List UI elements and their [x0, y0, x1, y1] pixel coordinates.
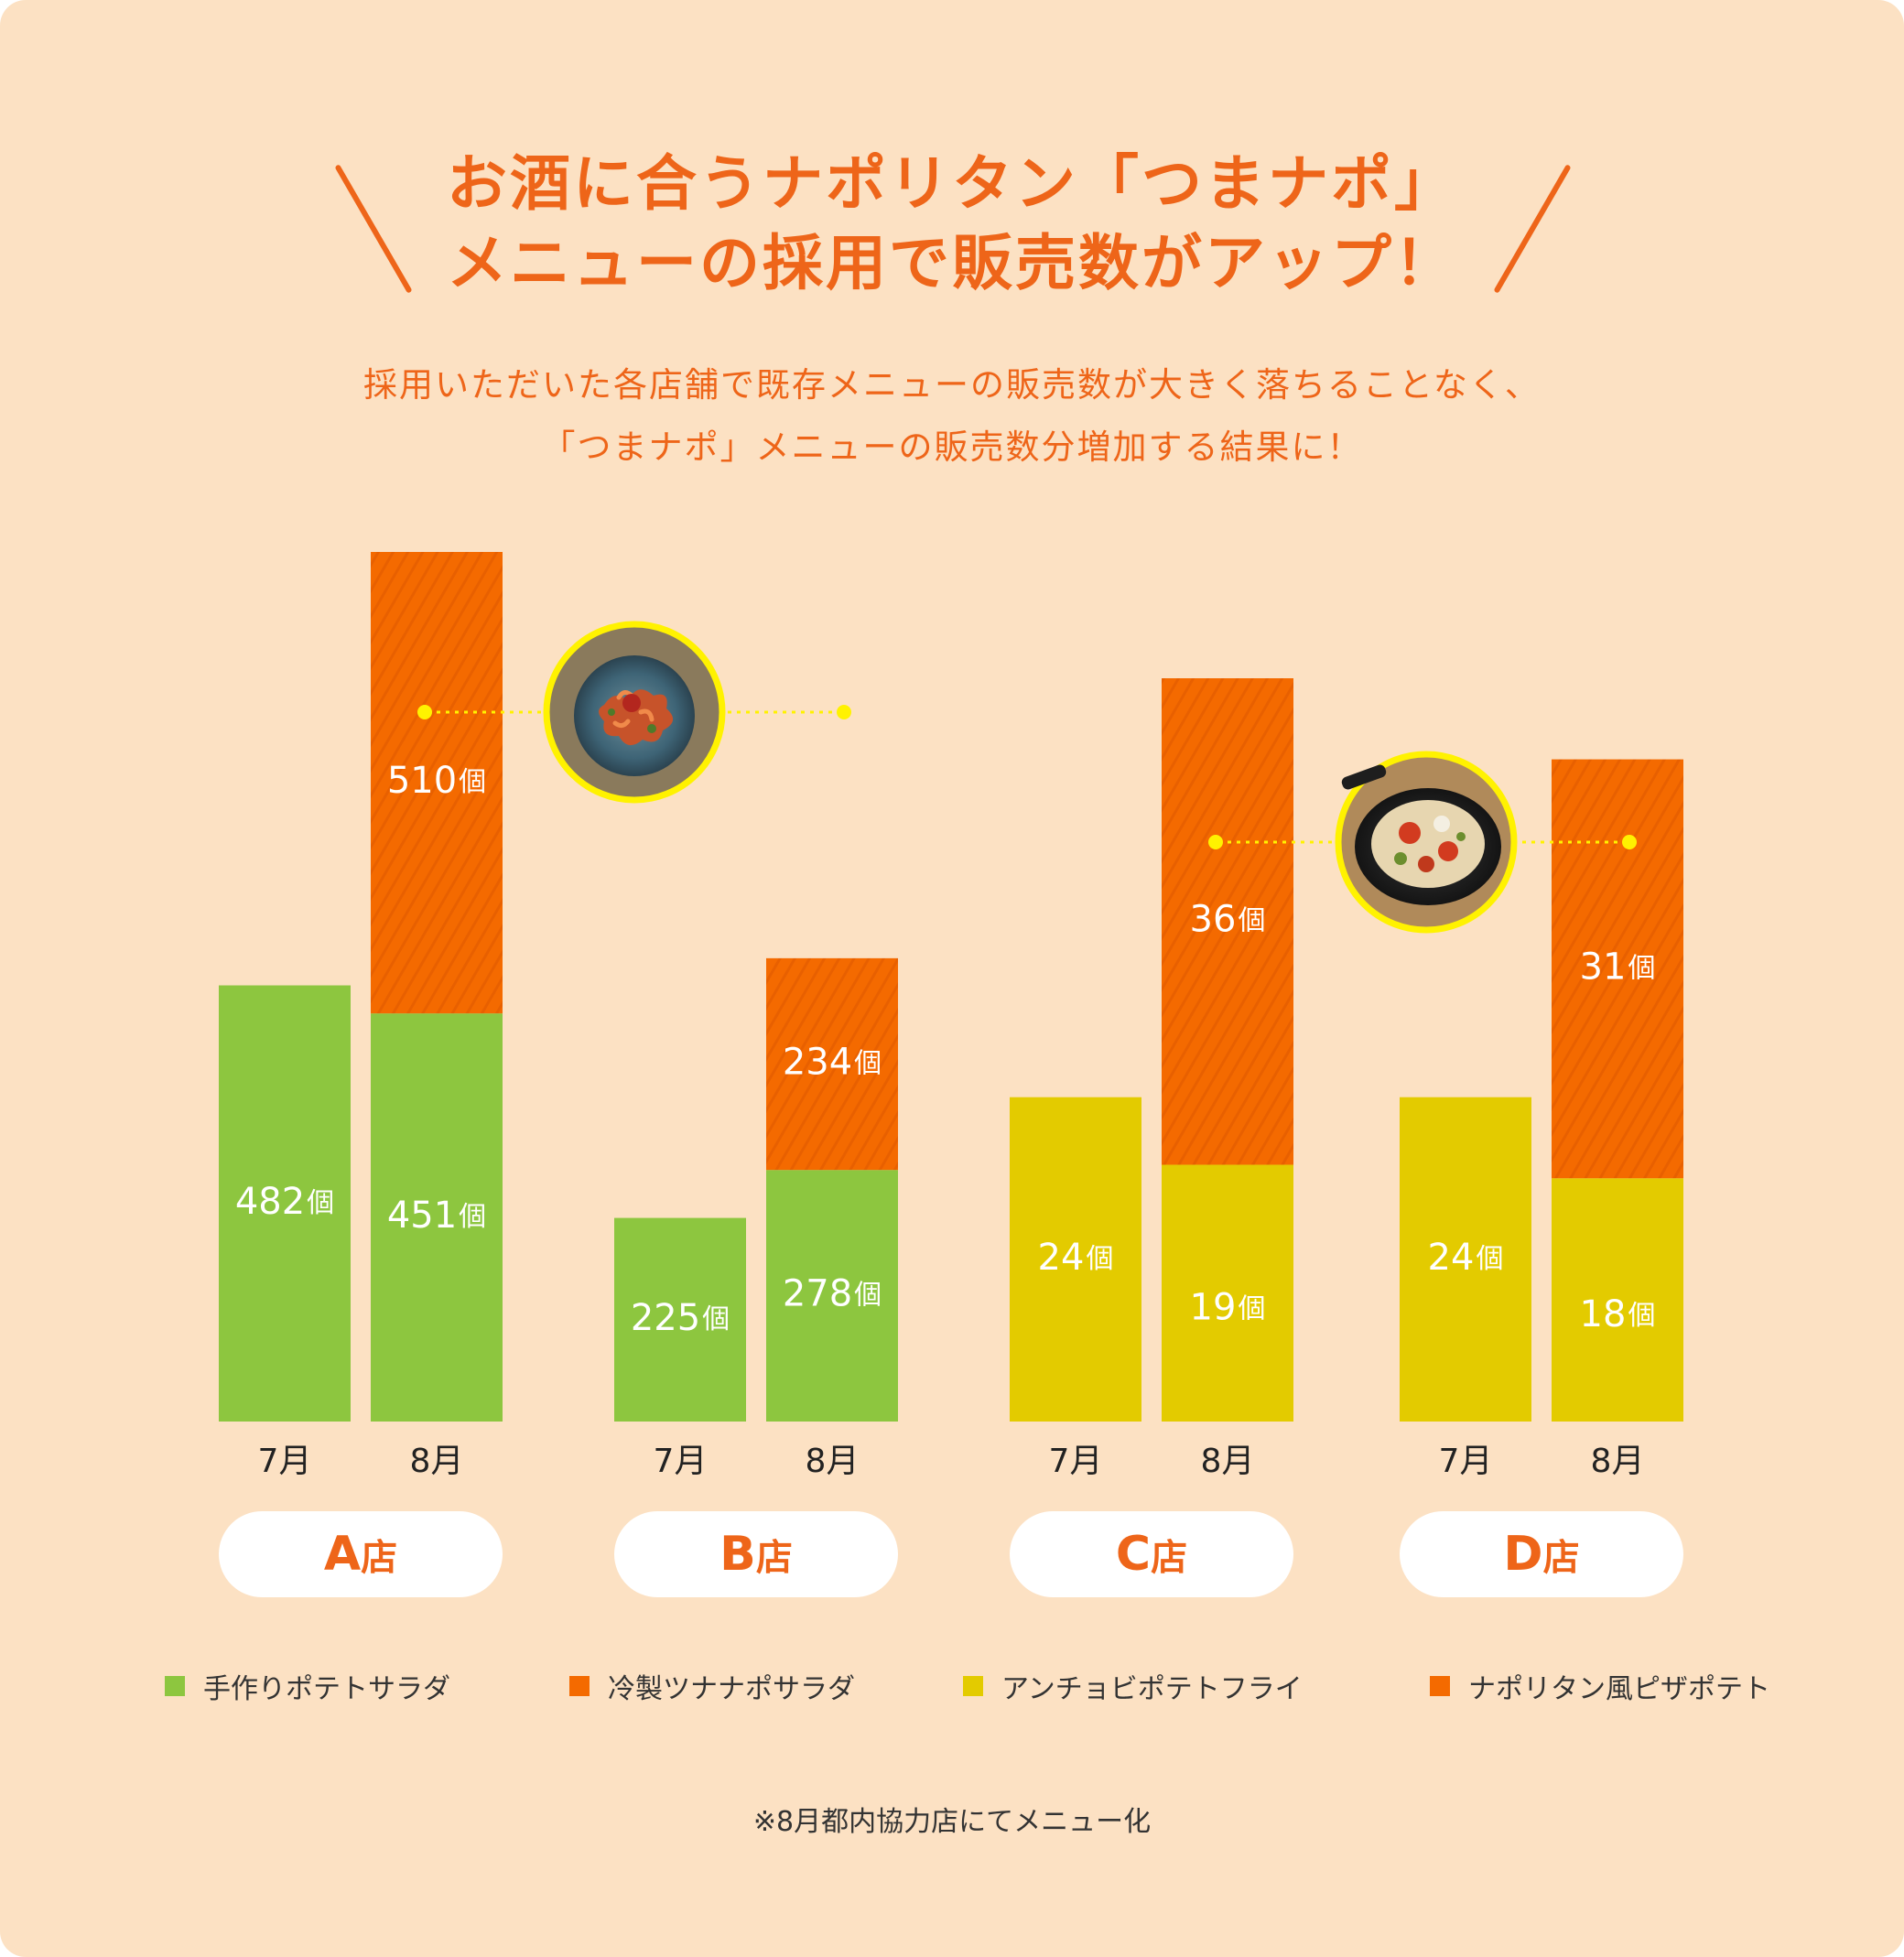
- bar-d-1-base: [1400, 1097, 1531, 1422]
- value-labels-layer: 482個 451個 510個 225個 278個 234個 24個 19個 36個 24個 18個 3…: [235, 760, 1656, 1339]
- legend-item-tuna-napo-salad: 冷製ツナナポサラダ: [569, 1668, 855, 1705]
- value-label-c-2-new: 36個: [1190, 899, 1266, 941]
- store-pill-d: D店: [1400, 1511, 1683, 1597]
- pizza-potato-photo: [1335, 751, 1518, 934]
- legend-label: ナポリタン風ピザポテト: [1468, 1673, 1770, 1705]
- value-label-a-2-base: 451個: [387, 1195, 486, 1237]
- legend-label: 冷製ツナナポサラダ: [608, 1673, 855, 1705]
- period-label-b-1: 7月: [654, 1443, 708, 1480]
- value-label-d-1-base: 24個: [1428, 1237, 1504, 1279]
- bar-d-2-base: [1552, 1178, 1683, 1422]
- period-label-a-1: 7月: [258, 1443, 312, 1480]
- store-b-name: B: [719, 1527, 756, 1582]
- subtitle-line-2: 「つまナポ」メニューの販売数分増加する結果に！: [541, 427, 1363, 467]
- connector-dot-b: [837, 705, 851, 719]
- pasta-dish-photo: [543, 621, 726, 804]
- store-c-name: C: [1115, 1527, 1152, 1582]
- bar-b-2-base: [766, 1170, 898, 1422]
- bar-b-1-base: [614, 1217, 746, 1422]
- store-pill-c: C店: [1010, 1511, 1293, 1597]
- subtitle-line-1: 採用いただいた各店舗で既存メニューの販売数が大きく落ちることなく、: [363, 365, 1541, 405]
- store-b-suffix: 店: [755, 1537, 793, 1579]
- period-labels-layer: 7月 8月 7月 8月 7月 8月 7月 8月: [258, 1443, 1645, 1480]
- bar-d-2-new: [1552, 759, 1683, 1179]
- legend-item-pizza-potato: ナポリタン風ピザポテト: [1430, 1668, 1770, 1705]
- bar-c-2-base: [1162, 1164, 1293, 1422]
- period-label-a-2: 8月: [410, 1443, 464, 1480]
- period-label-c-1: 7月: [1049, 1443, 1103, 1480]
- bar-b-2-new: [766, 957, 898, 1171]
- connector-dot-c: [1208, 835, 1223, 849]
- store-c-suffix: 店: [1151, 1537, 1188, 1579]
- value-label-c-2-base: 19個: [1190, 1287, 1266, 1329]
- store-d-name: D: [1503, 1527, 1543, 1582]
- value-label-a-1-base: 482個: [235, 1181, 334, 1223]
- value-label-d-2-base: 18個: [1580, 1293, 1656, 1335]
- value-label-b-1-base: 225個: [631, 1297, 730, 1339]
- legend-label: アンチョビポテトフライ: [1001, 1673, 1303, 1705]
- period-label-d-2: 8月: [1591, 1443, 1645, 1480]
- legend-swatch-orange: [569, 1676, 590, 1696]
- bar-a-2-new: [371, 552, 503, 1014]
- period-label-c-2: 8月: [1201, 1443, 1255, 1480]
- legend-item-potato-salad: 手作りポテトサラダ: [165, 1668, 450, 1705]
- legend-label: 手作りポテトサラダ: [203, 1673, 450, 1705]
- bar-a-1-base: [219, 985, 351, 1422]
- title-line-1: お酒に合うナポリタン「つまナポ」: [447, 148, 1457, 219]
- period-label-b-2: 8月: [806, 1443, 860, 1480]
- legend-item-anchovy-fries: アンチョビポテトフライ: [963, 1668, 1303, 1705]
- bar-c-1-base: [1010, 1097, 1141, 1422]
- period-label-d-1: 7月: [1439, 1443, 1493, 1480]
- store-pill-b: B店: [614, 1511, 898, 1597]
- title-line-2: メニューの採用で販売数がアップ！: [447, 228, 1457, 298]
- legend-swatch-orange: [1430, 1676, 1450, 1696]
- value-label-b-2-new: 234個: [783, 1042, 882, 1084]
- connectors-layer: [417, 705, 1637, 849]
- connector-dot-a: [417, 705, 432, 719]
- connector-dot-d: [1622, 835, 1637, 849]
- legend-swatch-yellow: [963, 1676, 983, 1696]
- store-a-name: A: [323, 1527, 362, 1582]
- footnote: ※8月都内協力店にてメニュー化: [752, 1806, 1152, 1838]
- bar-a-2-base: [371, 1013, 503, 1422]
- value-label-a-2-new: 510個: [387, 760, 486, 802]
- store-pill-a: A店: [219, 1511, 503, 1597]
- bar-chart: 482個 451個 510個 225個 278個 234個 24個 19個 36個 24個 18個 3…: [219, 552, 1683, 1480]
- bars-layer: [219, 552, 1683, 1422]
- value-label-b-2-base: 278個: [783, 1273, 882, 1315]
- value-label-c-1-base: 24個: [1038, 1237, 1114, 1279]
- store-a-suffix: 店: [361, 1537, 398, 1579]
- value-label-d-2-new: 31個: [1580, 946, 1656, 988]
- store-d-suffix: 店: [1542, 1537, 1580, 1579]
- bar-c-2-new: [1162, 678, 1293, 1165]
- legend-swatch-green: [165, 1676, 185, 1696]
